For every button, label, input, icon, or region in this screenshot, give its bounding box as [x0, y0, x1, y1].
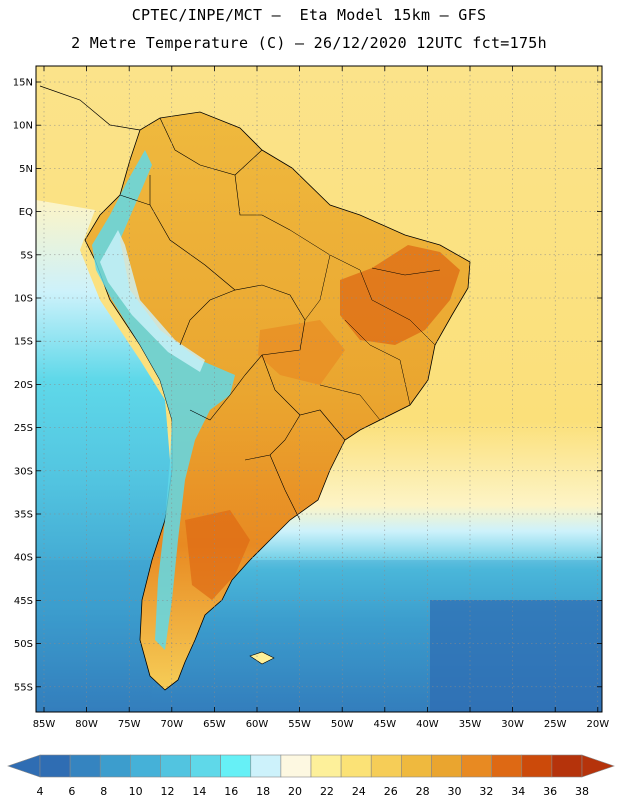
lat-label: 40S — [14, 553, 33, 564]
colorbar-swatch — [491, 754, 523, 778]
colorbar-swatch — [431, 754, 462, 778]
colorbar-label: 30 — [447, 785, 461, 798]
colorbar-swatch — [521, 754, 553, 778]
colorbar-label: 24 — [352, 785, 366, 798]
map-field — [36, 66, 602, 712]
hot-region-northeast — [340, 245, 460, 345]
colorbar-labels: 4 6 8 10 12 14 16 18 20 22 24 26 28 30 32 34 36 38 — [37, 785, 590, 798]
caribbean-coast — [39, 85, 141, 131]
lat-label: 15S — [14, 337, 33, 348]
colorbar-label: 32 — [479, 785, 493, 798]
lat-label: 35S — [14, 510, 33, 521]
lon-label: 65W — [203, 719, 226, 730]
map-frame — [35, 65, 603, 713]
colorbar-swatch — [39, 754, 71, 778]
lon-label: 70W — [160, 719, 183, 730]
lat-label: 15N — [13, 78, 33, 89]
colorbar-swatch — [461, 754, 492, 778]
lon-label: 35W — [459, 719, 482, 730]
lon-label: 20W — [586, 719, 609, 730]
colorbar-swatch — [401, 754, 432, 778]
colorbar-swatch — [250, 754, 282, 778]
lon-label: 45W — [373, 719, 396, 730]
lon-label: 50W — [331, 719, 354, 730]
colorbar-label: 36 — [543, 785, 557, 798]
latitude-labels: 15N 10N 5N EQ 5S 10S 15S 20S 25S 30S 35S 40S 45S 50S 5… — [13, 78, 33, 694]
colorbar-label: 4 — [37, 785, 44, 798]
lon-label: 85W — [33, 719, 56, 730]
colorbar-swatch — [130, 754, 161, 778]
lat-label: 5S — [20, 250, 33, 261]
lat-label: 10S — [14, 294, 33, 305]
lon-label: 40W — [416, 719, 439, 730]
pacific-ocean — [36, 200, 175, 712]
colorbar-swatch — [99, 754, 131, 778]
colorbar-label: 8 — [100, 785, 107, 798]
chart-title-line-1: CPTEC/INPE/MCT – Eta Model 15km – GFS — [131, 6, 487, 24]
colorbar-swatch — [370, 754, 402, 778]
colorbar-label: 18 — [256, 785, 270, 798]
axis-ticks — [36, 66, 602, 712]
lat-label: 25S — [14, 423, 33, 434]
cold-ocean-patch — [430, 600, 602, 712]
colorbar-label: 16 — [224, 785, 238, 798]
lat-label: 55S — [14, 682, 33, 693]
colorbar-swatch — [310, 754, 342, 778]
lon-label: 75W — [118, 719, 141, 730]
lat-label: 50S — [14, 639, 33, 650]
colorbar-label: 12 — [161, 785, 175, 798]
colorbar-arrow-low — [7, 754, 41, 778]
lat-label: 10N — [13, 121, 33, 132]
colorbar-swatch — [190, 754, 221, 778]
falkland-islands — [249, 651, 275, 665]
colorbar-swatch — [160, 754, 191, 778]
colorbar-label: 6 — [68, 785, 75, 798]
colorbar-swatch — [551, 754, 583, 778]
hot-region-central — [258, 320, 345, 385]
colorbar-label: 20 — [288, 785, 302, 798]
lon-label: 55W — [288, 719, 311, 730]
hot-region-patagonia — [185, 510, 250, 600]
colorbar-swatch — [69, 754, 101, 778]
lat-label: 45S — [14, 596, 33, 607]
colorbar-label: 10 — [129, 785, 143, 798]
lon-label: 80W — [75, 719, 98, 730]
colorbar-label: 34 — [511, 785, 525, 798]
lat-label: EQ — [19, 207, 33, 218]
andes-cool-fringe — [100, 230, 205, 372]
lon-label: 30W — [501, 719, 524, 730]
colorbar-label: 38 — [575, 785, 589, 798]
colorbar-label: 26 — [384, 785, 398, 798]
colorbar — [7, 754, 615, 778]
chart-title-line-2: 2 Metre Temperature (C) – 26/12/2020 12U… — [71, 34, 547, 52]
colorbar-label: 28 — [416, 785, 430, 798]
lon-label: 60W — [246, 719, 269, 730]
colorbar-label: 22 — [320, 785, 334, 798]
south-america-landmass — [84, 111, 471, 691]
andes-cold-strip — [92, 150, 235, 650]
colorbar-arrow-high — [581, 754, 615, 778]
lat-label: 5N — [19, 164, 33, 175]
colorbar-swatch — [340, 754, 372, 778]
colorbar-label: 14 — [192, 785, 206, 798]
lon-label: 25W — [544, 719, 567, 730]
longitude-labels: 85W 80W 75W 70W 65W 60W 55W 50W 45W 40W 35W 30W 25W 2… — [33, 719, 610, 730]
state-borders — [289, 229, 441, 421]
lat-label: 20S — [14, 380, 33, 391]
colorbar-swatch — [220, 754, 252, 778]
colorbar-swatch — [280, 754, 312, 778]
lat-label: 30S — [14, 466, 33, 477]
